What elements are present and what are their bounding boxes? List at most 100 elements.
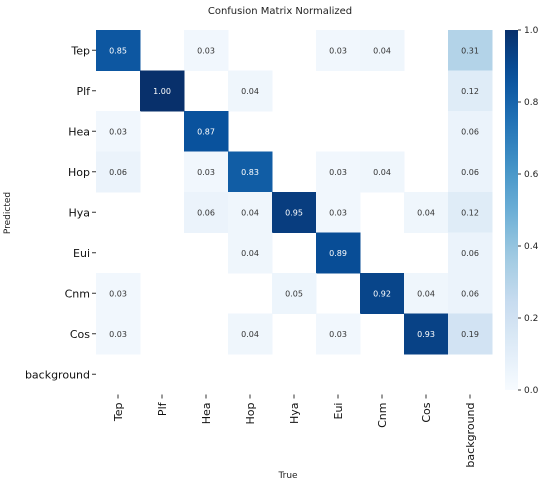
heatmap-cells	[96, 30, 493, 355]
cell-Hop-Eui	[316, 151, 361, 193]
cell-value-label: 0.04	[373, 168, 391, 177]
x-tick-label: Hop	[244, 402, 257, 424]
cell-value-label: 0.04	[241, 330, 259, 339]
x-tick-labels: Tep Plf Hea Hop Hya Eui Cnm Cos background	[112, 394, 477, 468]
x-axis-label: True	[277, 471, 298, 481]
cell-Cnm-Tep	[96, 273, 141, 314]
y-tick-labels: Tep Plf Hea Hop Hya Eui Cnm Cos background	[25, 44, 96, 381]
y-tick-label: Cnm	[65, 287, 90, 300]
cell-Cnm-Cnm	[360, 273, 405, 314]
cell-Hop-Tep	[96, 151, 141, 193]
cell-Hya-Hea	[184, 192, 229, 233]
cell-Tep-Hea	[184, 30, 229, 71]
cell-value-label: 0.04	[241, 208, 259, 217]
cell-Cnm-Cos	[404, 273, 449, 314]
cell-Eui-background	[448, 232, 493, 274]
cell-value-label: 0.05	[285, 289, 303, 298]
cell-Eui-Hop	[228, 232, 273, 274]
cell-Tep-Tep	[96, 30, 141, 71]
cell-Hop-Hop	[228, 151, 273, 193]
cell-value-label: 0.85	[109, 46, 127, 55]
colorbar	[505, 30, 518, 390]
colorbar-tick-label: 0.0	[524, 386, 539, 396]
cell-value-label: 0.93	[417, 330, 435, 339]
x-tick-label: Eui	[332, 403, 345, 420]
cell-value-label: 0.03	[329, 208, 347, 217]
cell-value-label: 0.06	[461, 289, 479, 298]
y-tick-label: Cos	[70, 328, 90, 341]
cell-Hya-background	[448, 192, 493, 233]
cell-Cos-Hop	[228, 313, 273, 355]
colorbar-tick-label: 0.8	[524, 98, 539, 108]
y-tick-label: background	[25, 368, 90, 381]
colorbar-tick-label: 0.4	[524, 242, 539, 252]
cell-value-label: 0.06	[197, 208, 215, 217]
cell-value-label: 0.04	[241, 249, 259, 258]
cell-value-label: 0.03	[197, 168, 215, 177]
cell-value-label: 0.04	[417, 208, 435, 217]
cell-Plf-background	[448, 70, 493, 112]
x-tick-label: Cnm	[376, 403, 389, 428]
heatmap-cell-labels: 0.85 0.03 0.03 0.04 0.31 1.00 0.04 0.12 0.03 0.87…	[109, 46, 479, 339]
cell-Hya-Cos	[404, 192, 449, 233]
cell-value-label: 0.87	[197, 127, 215, 136]
cell-value-label: 0.06	[109, 168, 127, 177]
cell-Hea-Hea	[184, 111, 229, 152]
cell-value-label: 0.89	[329, 249, 347, 258]
colorbar-tick-label: 0.6	[524, 170, 539, 180]
cell-value-label: 0.95	[285, 208, 303, 217]
cell-Tep-Cnm	[360, 30, 405, 71]
cell-Cos-Eui	[316, 313, 361, 355]
cell-value-label: 0.03	[109, 127, 127, 136]
cell-value-label: 0.12	[461, 208, 479, 217]
cell-value-label: 0.04	[417, 289, 435, 298]
colorbar-ticks: 0.0 0.2 0.4 0.6 0.8 1.0	[518, 26, 539, 396]
y-tick-label: Eui	[73, 247, 90, 260]
cell-value-label: 0.03	[109, 289, 127, 298]
cell-Hop-background	[448, 151, 493, 193]
cell-Cos-Tep	[96, 313, 141, 355]
cell-value-label: 0.83	[241, 168, 259, 177]
cell-Cnm-background	[448, 273, 493, 314]
cell-value-label: 0.04	[373, 46, 391, 55]
cell-value-label: 0.04	[241, 87, 259, 96]
x-tick-label: background	[464, 403, 477, 468]
x-tick-label: Plf	[156, 401, 169, 416]
cell-value-label: 0.12	[461, 87, 479, 96]
cell-Tep-background	[448, 30, 493, 71]
cell-Hya-Hya	[272, 192, 317, 233]
cell-value-label: 0.03	[329, 46, 347, 55]
y-tick-label: Hya	[68, 206, 90, 219]
cell-Eui-Eui	[316, 232, 361, 274]
cell-Hya-Eui	[316, 192, 361, 233]
x-tick-label: Hea	[200, 403, 213, 425]
cell-Plf-Hop	[228, 70, 273, 112]
cell-Cos-Cos	[404, 313, 449, 355]
cell-value-label: 0.03	[329, 330, 347, 339]
cell-Plf-Plf	[140, 70, 185, 112]
y-tick-label: Plf	[76, 85, 91, 98]
colorbar-tick-label: 0.2	[524, 314, 538, 324]
cell-Hya-Hop	[228, 192, 273, 233]
colorbar-tick-label: 1.0	[524, 26, 539, 36]
y-axis-label: Predicted	[3, 192, 13, 234]
cell-value-label: 0.03	[197, 46, 215, 55]
y-tick-label: Tep	[70, 44, 90, 57]
cell-value-label: 1.00	[153, 87, 171, 96]
x-tick-label: Tep	[112, 402, 125, 422]
cell-Tep-Eui	[316, 30, 361, 71]
cell-Hea-Tep	[96, 111, 141, 152]
cell-value-label: 0.92	[373, 289, 391, 298]
x-tick-label: Hya	[288, 403, 301, 425]
x-tick-label: Cos	[420, 402, 433, 422]
cell-value-label: 0.31	[461, 46, 479, 55]
cell-value-label: 0.03	[329, 168, 347, 177]
cell-value-label: 0.06	[461, 127, 479, 136]
cell-Cnm-Hya	[272, 273, 317, 314]
cell-Hea-background	[448, 111, 493, 152]
cell-Hop-Hea	[184, 151, 229, 193]
y-tick-label: Hop	[68, 166, 90, 179]
cell-value-label: 0.19	[461, 330, 479, 339]
chart-title: Confusion Matrix Normalized	[208, 6, 352, 17]
